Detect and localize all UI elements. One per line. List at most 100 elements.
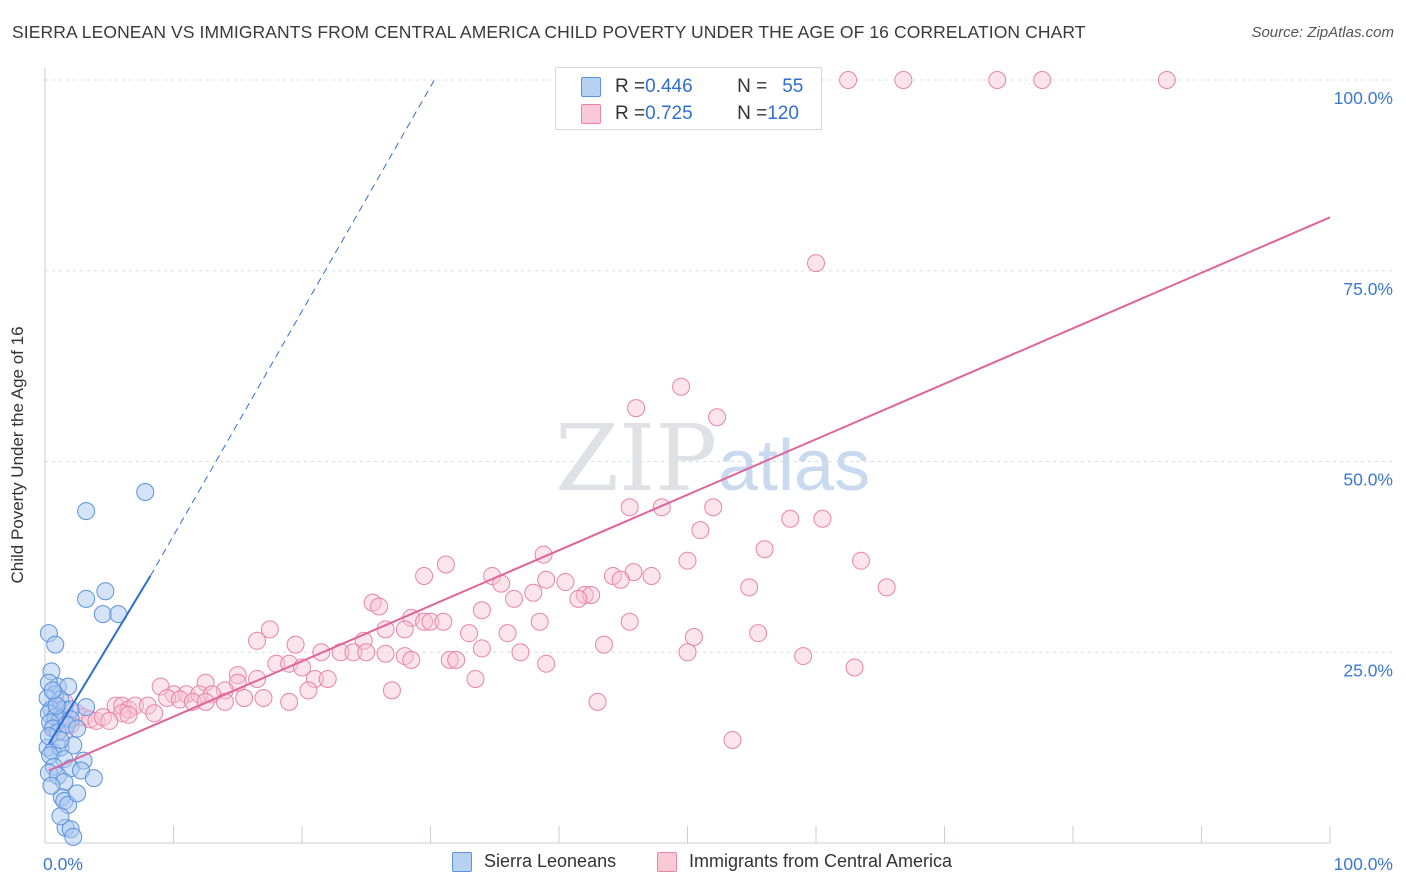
bottom-legend-central-america: Immigrants from Central America xyxy=(657,851,952,872)
bottom-legend-swatch-blue xyxy=(452,851,472,872)
data-point-central-america xyxy=(447,650,466,669)
data-point-central-america xyxy=(436,555,455,574)
trend-line-sierra-leoneans-extension xyxy=(149,79,435,577)
data-point-central-america xyxy=(357,643,376,662)
legend-n-value: 55 xyxy=(782,76,804,97)
data-point-central-america xyxy=(678,643,697,662)
bottom-legend-label: Immigrants from Central America xyxy=(689,851,953,871)
data-point-central-america xyxy=(524,583,543,602)
data-point-central-america xyxy=(370,597,389,616)
data-point-sierra-leoneans xyxy=(47,696,66,715)
data-point-sierra-leoneans xyxy=(46,635,65,654)
data-point-central-america xyxy=(280,692,299,711)
data-point-central-america xyxy=(588,692,607,711)
gridlines xyxy=(45,79,1393,653)
data-point-central-america xyxy=(395,620,414,639)
legend-row-central-america: R = 0.725 N = 120 xyxy=(556,100,799,128)
data-point-central-america xyxy=(228,666,247,685)
data-point-central-america xyxy=(620,498,639,517)
bottom-legend-swatch-pink xyxy=(657,851,677,872)
legend-row-sierra-leoneans: R = 0.446 N = 55 xyxy=(556,73,803,101)
data-point-central-america xyxy=(988,71,1007,89)
data-point-central-america xyxy=(415,566,434,585)
y-tick-label: 75.0% xyxy=(1343,279,1393,299)
data-point-central-america xyxy=(421,612,440,631)
data-point-sierra-leoneans xyxy=(51,807,70,826)
legend-swatch-blue xyxy=(581,77,601,97)
data-point-central-america xyxy=(138,696,157,715)
data-point-central-america xyxy=(813,509,832,528)
data-point-central-america xyxy=(402,650,421,669)
data-point-central-america xyxy=(851,551,870,570)
data-point-central-america xyxy=(611,570,630,589)
data-point-central-america xyxy=(215,692,234,711)
data-point-central-america xyxy=(781,509,800,528)
data-point-central-america xyxy=(845,658,864,677)
data-point-central-america xyxy=(556,573,575,592)
legend-n-label: N = xyxy=(737,103,768,124)
legend-r-value: 0.446 xyxy=(645,76,693,97)
data-point-central-america xyxy=(286,635,305,654)
data-point-central-america xyxy=(1157,71,1176,89)
data-point-central-america xyxy=(382,681,401,700)
watermark-atlas: atlas xyxy=(718,426,870,506)
data-point-central-america xyxy=(807,254,825,273)
legend-swatch-pink xyxy=(581,104,601,124)
data-point-central-america xyxy=(684,627,703,646)
data-point-central-america xyxy=(530,612,549,631)
data-point-central-america xyxy=(652,498,671,517)
trend-line-sierra-leoneans xyxy=(47,575,152,745)
data-point-central-america xyxy=(749,624,768,643)
data-point-central-america xyxy=(119,705,138,724)
data-point-sierra-leoneans xyxy=(43,681,62,700)
chart-title: SIERRA LEONEAN VS IMMIGRANTS FROM CENTRA… xyxy=(12,22,1086,42)
data-point-central-america xyxy=(376,644,395,663)
data-point-sierra-leoneans xyxy=(93,605,112,624)
data-point-central-america xyxy=(839,71,858,89)
data-point-central-america xyxy=(196,673,215,692)
data-point-central-america xyxy=(894,71,913,89)
data-point-central-america xyxy=(472,639,491,658)
data-point-central-america xyxy=(704,498,723,517)
data-point-sierra-leoneans xyxy=(96,582,115,601)
data-point-central-america xyxy=(877,578,896,597)
watermark-zip: ZIP xyxy=(555,405,717,512)
data-point-central-america xyxy=(678,551,697,570)
data-point-central-america xyxy=(537,570,556,589)
legend-r-label: R = xyxy=(615,103,646,124)
data-point-central-america xyxy=(723,730,742,749)
data-point-central-america xyxy=(100,711,119,730)
data-point-central-america xyxy=(158,689,177,708)
series-central-america-points xyxy=(44,71,1176,749)
data-point-sierra-leoneans xyxy=(84,769,103,788)
data-point-central-america xyxy=(434,612,453,631)
data-point-central-america xyxy=(537,654,556,673)
data-point-sierra-leoneans xyxy=(64,827,83,846)
data-point-central-america xyxy=(318,669,337,688)
data-point-central-america xyxy=(344,643,363,662)
data-point-central-america xyxy=(1033,71,1052,89)
series-sierra-leoneans-points xyxy=(38,483,155,846)
data-point-sierra-leoneans xyxy=(77,698,96,717)
x-tick-label-right: 100.0% xyxy=(1334,854,1393,874)
y-tick-labels: 100.0% 75.0% 50.0% 25.0% xyxy=(1334,88,1393,680)
data-point-central-america xyxy=(672,377,691,396)
data-point-central-america xyxy=(708,408,727,427)
data-point-central-america xyxy=(594,635,613,654)
data-point-sierra-leoneans xyxy=(42,776,61,795)
data-point-central-america xyxy=(505,589,524,608)
data-point-central-america xyxy=(460,624,479,643)
data-point-sierra-leoneans xyxy=(68,719,87,738)
y-tick-label: 25.0% xyxy=(1343,660,1393,680)
legend-r-label: R = xyxy=(615,76,646,97)
trend-line-central-america xyxy=(48,216,1331,772)
data-point-central-america xyxy=(627,399,646,418)
data-point-central-america xyxy=(740,578,759,597)
data-point-sierra-leoneans xyxy=(77,589,96,608)
data-point-central-america xyxy=(299,681,318,700)
bottom-legend-sierra-leoneans: Sierra Leoneans xyxy=(452,851,616,872)
data-point-central-america xyxy=(794,647,813,666)
data-point-central-america xyxy=(248,631,267,650)
data-point-central-america xyxy=(511,643,530,662)
